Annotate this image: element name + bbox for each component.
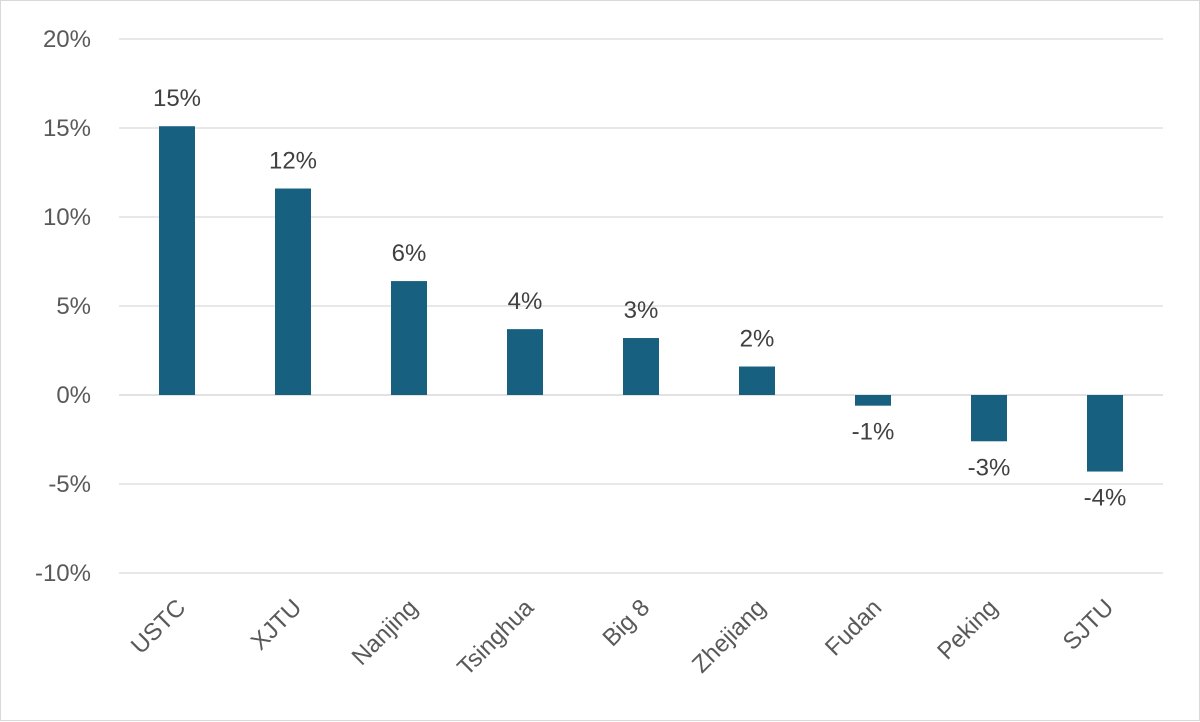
- data-label: 6%: [392, 240, 427, 267]
- x-tick-label: Big 8: [597, 594, 655, 652]
- bar-peking: [971, 395, 1007, 442]
- y-tick-label: 0%: [56, 382, 91, 409]
- bar-ustc: [159, 126, 195, 395]
- data-label: -1%: [852, 419, 895, 446]
- y-tick-label: 20%: [43, 26, 91, 53]
- bar-xjtu: [275, 188, 311, 395]
- data-label: 15%: [153, 85, 201, 112]
- data-label: 2%: [740, 326, 775, 353]
- x-tick-label: XJTU: [246, 594, 308, 656]
- data-label: -4%: [1084, 485, 1127, 512]
- data-label: 4%: [508, 288, 543, 315]
- bar-tsinghua: [507, 329, 543, 395]
- data-label: 3%: [624, 297, 659, 324]
- bar-zhejiang: [739, 366, 775, 395]
- data-label: -3%: [968, 454, 1011, 481]
- bar-nanjing: [391, 281, 427, 395]
- bar-sjtu: [1087, 395, 1123, 472]
- y-tick-label: 10%: [43, 204, 91, 231]
- bar-big-8: [623, 338, 659, 395]
- bar-fudan: [855, 395, 891, 406]
- x-tick-label: SJTU: [1058, 594, 1120, 656]
- y-tick-label: 15%: [43, 115, 91, 142]
- y-tick-label: 5%: [56, 293, 91, 320]
- x-tick-label: Tsinghua: [452, 594, 539, 681]
- x-tick-label: USTC: [126, 594, 191, 659]
- x-tick-label: Fudan: [820, 594, 887, 661]
- y-tick-label: -5%: [48, 471, 91, 498]
- x-tick-label: Zhejiang: [687, 594, 771, 678]
- y-tick-label: -10%: [35, 560, 91, 587]
- data-label: 12%: [269, 148, 317, 175]
- x-tick-label: Nanjing: [347, 594, 424, 671]
- x-tick-label: Peking: [932, 594, 1003, 665]
